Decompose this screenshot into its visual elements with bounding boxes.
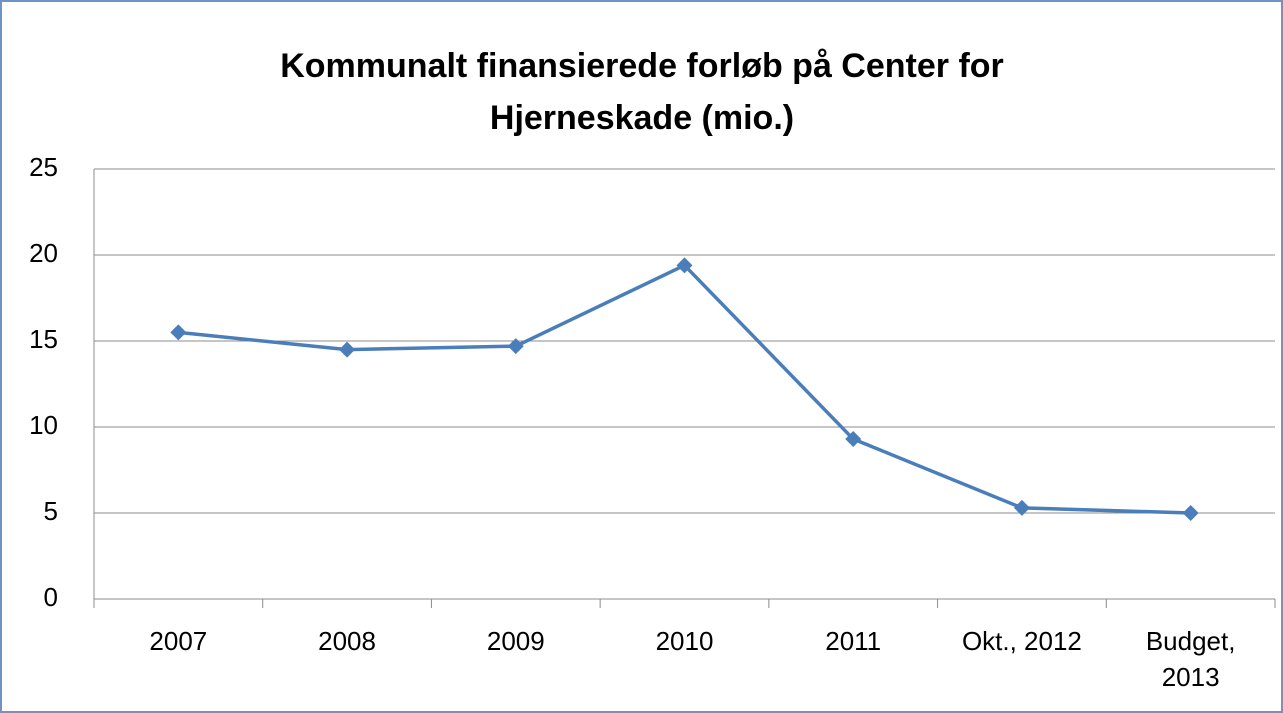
x-tick-label: 2007 [149, 626, 208, 656]
x-tick-label: 2009 [486, 626, 545, 656]
y-tick-label: 5 [44, 496, 58, 526]
y-tick-label: 20 [29, 238, 58, 268]
x-tick-label: Okt., 2012 [961, 626, 1082, 656]
y-tick-label: 15 [29, 324, 58, 354]
marker [676, 257, 693, 274]
marker [1182, 505, 1199, 521]
marker [845, 431, 862, 448]
marker [170, 324, 187, 341]
x-tick-label: 2011 [825, 626, 882, 656]
marker [1013, 499, 1030, 516]
y-tick-label: 0 [44, 582, 58, 612]
x-tick-label: 2010 [655, 626, 714, 656]
y-tick-label: 25 [29, 152, 58, 182]
series-line [178, 263, 1191, 515]
y-tick-label: 10 [29, 410, 58, 440]
x-tick-label: Budget, 2013 [1145, 626, 1236, 692]
marker [507, 338, 524, 355]
marker [339, 341, 356, 358]
x-tick-label: 2008 [318, 626, 376, 656]
chart-title: Kommunalt finansierede forløb på Center … [280, 47, 1004, 137]
